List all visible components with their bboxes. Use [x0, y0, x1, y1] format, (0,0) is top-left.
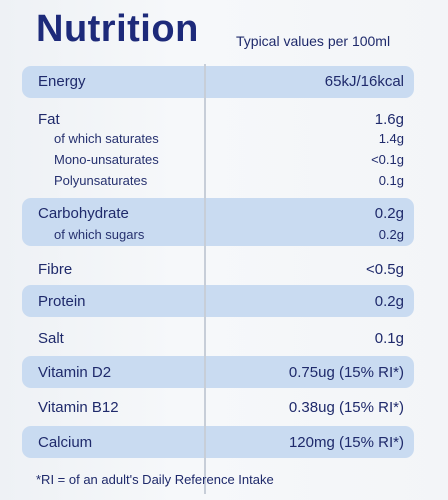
nutrient-value: 120mg (15% RI*): [288, 434, 404, 451]
calcium-band: [22, 426, 414, 458]
carbohydrate-band: [22, 198, 414, 246]
column-divider: [204, 64, 206, 494]
nutrient-name: Fat: [38, 111, 60, 128]
nutrient-value: 0.2g: [378, 227, 404, 242]
nutrient-name: of which saturates: [54, 131, 159, 146]
nutrient-value: 0.75ug (15% RI*): [288, 364, 404, 381]
nutrient-value: 0.2g: [374, 205, 404, 222]
nutrient-name: Protein: [38, 293, 86, 310]
nutrient-name: Fibre: [38, 261, 73, 278]
nutrition-title: Nutrition: [36, 8, 199, 50]
nutrient-value: 0.1g: [378, 173, 404, 188]
nutrient-name: Mono-unsaturates: [54, 152, 159, 167]
nutrient-value: 0.1g: [374, 330, 404, 347]
nutrient-name: of which sugars: [54, 227, 145, 242]
protein-band: [22, 285, 414, 317]
nutrient-value: 0.38ug (15% RI*): [288, 399, 404, 416]
nutrient-name: Salt: [38, 330, 64, 347]
ri-footnote: *RI = of an adult's Daily Reference Inta…: [36, 472, 274, 487]
nutrient-name: Energy: [38, 73, 86, 90]
nutrient-name: Carbohydrate: [38, 205, 129, 222]
nutrient-value: 65kJ/16kcal: [324, 73, 404, 90]
nutrient-name: Vitamin B12: [38, 399, 119, 416]
nutrient-name: Calcium: [38, 434, 93, 451]
typical-values-subtitle: Typical values per 100ml: [236, 33, 391, 49]
nutrient-value: <0.5g: [366, 261, 404, 278]
nutrient-value: <0.1g: [371, 152, 404, 167]
nutrient-name: Polyunsaturates: [54, 173, 148, 188]
nutrient-value: 0.2g: [374, 293, 404, 310]
vitamin-d2-band: [22, 356, 414, 388]
nutrient-value: 1.6g: [374, 111, 404, 128]
nutrient-name: Vitamin D2: [38, 364, 112, 381]
energy-band: [22, 66, 414, 98]
nutrient-value: 1.4g: [378, 131, 404, 146]
